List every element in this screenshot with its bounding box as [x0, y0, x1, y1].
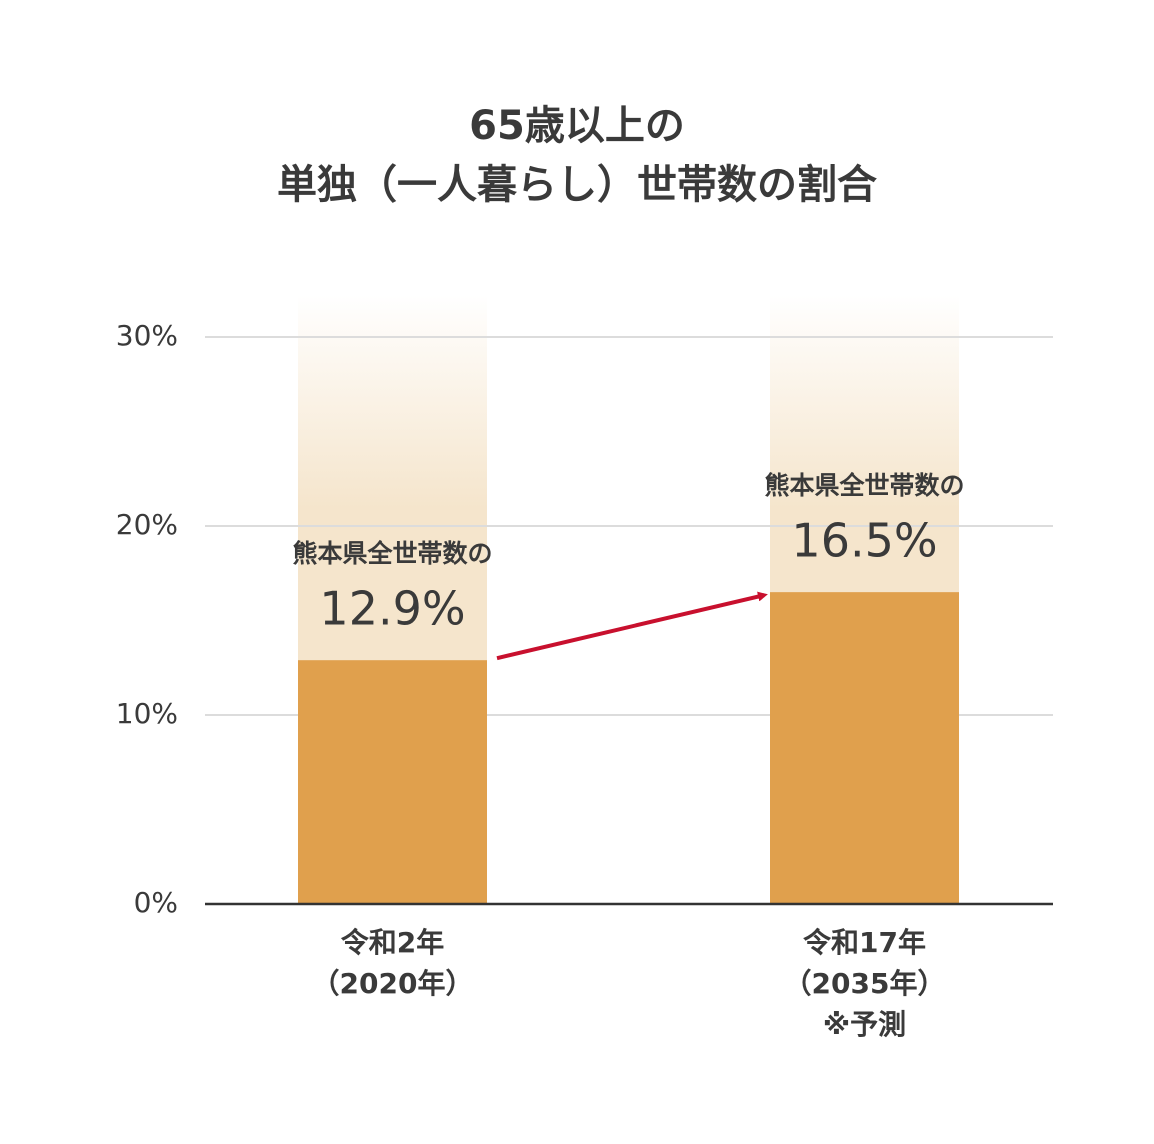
trend-arrow — [496, 591, 768, 661]
y-tick-label: 10% — [116, 697, 178, 730]
x-tick-label: 令和17年 — [803, 926, 926, 959]
x-tick-label: ※予測 — [823, 1008, 906, 1041]
y-tick-label: 20% — [116, 508, 178, 541]
bar — [770, 592, 959, 904]
chart-title: 65歳以上の — [469, 103, 685, 149]
bar — [298, 660, 487, 904]
y-tick-label: 30% — [116, 319, 178, 352]
chart-title: 単独（一人暮らし）世帯数の割合 — [277, 162, 877, 208]
y-tick-label: 0% — [134, 886, 178, 919]
value-label: 12.9% — [319, 582, 465, 636]
bar-note: 熊本県全世帯数の — [764, 471, 964, 500]
bar-note: 熊本県全世帯数の — [292, 539, 492, 568]
x-tick-label: （2035年） — [784, 967, 946, 1000]
x-tick-label: 令和2年 — [341, 926, 444, 959]
value-label: 16.5% — [791, 514, 937, 568]
x-tick-label: （2020年） — [312, 967, 474, 1000]
